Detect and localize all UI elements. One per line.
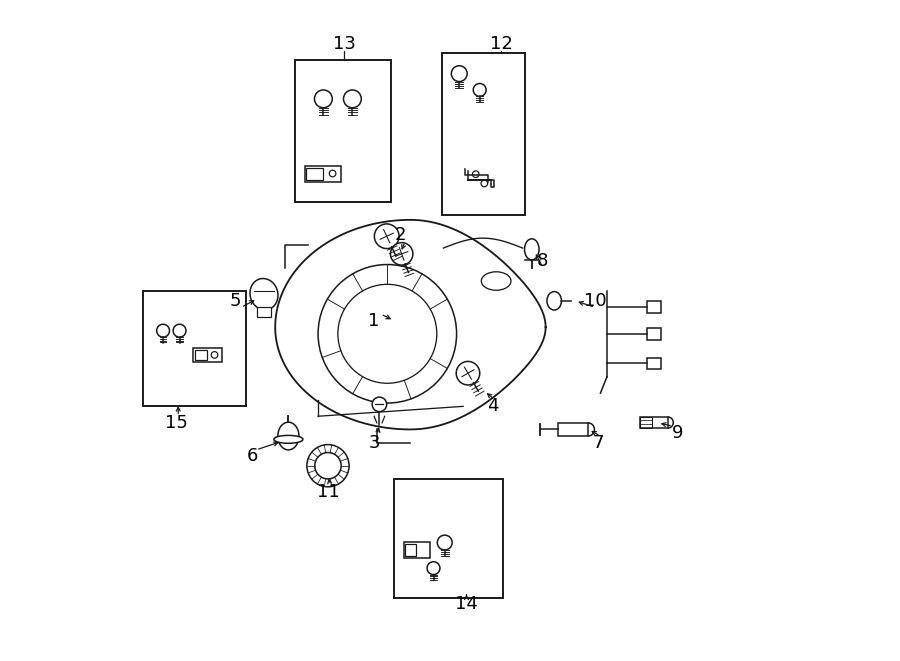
- Text: 10: 10: [584, 292, 607, 310]
- Bar: [640, 417, 652, 428]
- Bar: [306, 168, 323, 180]
- Bar: [646, 301, 662, 313]
- Text: 12: 12: [490, 34, 513, 53]
- Circle shape: [451, 65, 467, 81]
- Circle shape: [473, 83, 486, 97]
- Bar: [305, 166, 341, 182]
- Text: 1: 1: [368, 311, 380, 330]
- Circle shape: [373, 397, 387, 412]
- Bar: [640, 417, 668, 428]
- Circle shape: [314, 90, 332, 108]
- Bar: [143, 291, 246, 407]
- Circle shape: [344, 90, 361, 108]
- Text: 14: 14: [455, 596, 478, 613]
- Bar: [646, 328, 662, 340]
- Bar: [646, 358, 662, 369]
- Circle shape: [307, 445, 349, 487]
- Text: 13: 13: [333, 34, 356, 53]
- Ellipse shape: [547, 292, 562, 310]
- Bar: [442, 54, 525, 215]
- Circle shape: [428, 562, 440, 574]
- Text: 3: 3: [368, 434, 380, 451]
- Text: 5: 5: [230, 292, 241, 310]
- Bar: [404, 541, 430, 558]
- Bar: [193, 348, 222, 362]
- Text: 6: 6: [247, 447, 257, 465]
- Circle shape: [481, 180, 488, 186]
- Circle shape: [212, 352, 218, 358]
- Circle shape: [391, 243, 413, 265]
- Ellipse shape: [525, 239, 539, 260]
- Circle shape: [456, 362, 480, 385]
- Text: 8: 8: [536, 253, 548, 270]
- Circle shape: [374, 224, 399, 249]
- Text: 2: 2: [395, 226, 406, 244]
- Bar: [394, 479, 503, 598]
- Ellipse shape: [278, 422, 299, 450]
- Circle shape: [315, 453, 341, 479]
- Bar: [405, 543, 416, 556]
- Bar: [257, 307, 271, 317]
- Text: 4: 4: [487, 397, 499, 415]
- Circle shape: [173, 325, 186, 337]
- Text: 9: 9: [671, 424, 683, 442]
- Circle shape: [472, 171, 479, 177]
- Bar: [295, 60, 391, 202]
- Ellipse shape: [274, 436, 303, 444]
- Text: 11: 11: [317, 483, 339, 501]
- Text: 15: 15: [165, 414, 188, 432]
- Circle shape: [329, 171, 336, 176]
- Bar: [194, 350, 207, 360]
- Circle shape: [437, 535, 452, 550]
- Bar: [558, 423, 588, 436]
- Ellipse shape: [250, 278, 278, 310]
- Circle shape: [157, 325, 169, 337]
- Text: 7: 7: [593, 434, 604, 451]
